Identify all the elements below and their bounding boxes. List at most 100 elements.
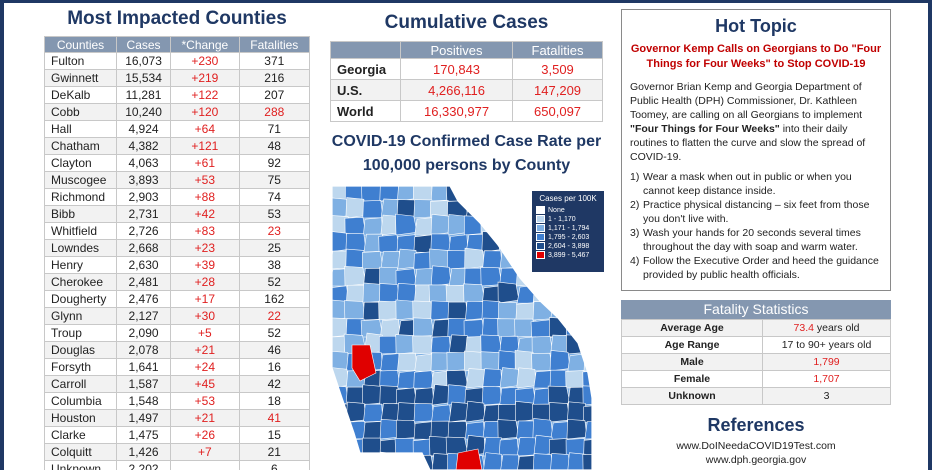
county-shape <box>431 453 452 470</box>
county-name: Cobb <box>44 103 117 121</box>
county-fatalities: 71 <box>238 120 311 138</box>
county-fatalities: 18 <box>238 392 311 410</box>
county-fatalities: 15 <box>238 426 311 444</box>
county-cases: 2,127 <box>115 307 172 325</box>
county-change: +24 <box>170 358 240 376</box>
hot-topic-headline: Governor Kemp Calls on Georgians to Do "… <box>630 43 882 70</box>
county-name: Carroll <box>44 375 117 393</box>
county-shape <box>396 419 418 440</box>
county-change: +21 <box>170 341 240 359</box>
county-shape <box>584 284 592 304</box>
county-shape <box>463 186 486 202</box>
county-shape <box>464 247 486 270</box>
county-shape <box>465 400 486 423</box>
county-shape <box>378 234 401 253</box>
list-number: 2) <box>630 199 640 211</box>
county-fatalities: 53 <box>238 205 311 223</box>
county-cases: 1,587 <box>115 375 172 393</box>
county-shape <box>396 234 418 253</box>
map-legend: Cases per 100K None 1 - 1,170 1,171 - 1,79… <box>532 191 604 272</box>
county-shape <box>601 285 605 303</box>
county-change <box>170 460 240 470</box>
county-cases: 2,481 <box>115 273 172 291</box>
col-header-change: *Change <box>170 36 240 53</box>
fatality-row: Average Age 73.4 years old <box>621 319 891 337</box>
county-name: Cherokee <box>44 273 117 291</box>
county-change: +120 <box>170 103 240 121</box>
row-label: World <box>330 100 401 122</box>
county-shape <box>499 454 520 470</box>
legend-entry: None <box>536 206 600 214</box>
county-shape <box>499 186 520 202</box>
county-shape <box>380 403 401 423</box>
row-label: U.S. <box>330 79 401 101</box>
legend-label: 2,604 - 3,898 <box>548 242 590 250</box>
county-name: Henry <box>44 256 117 274</box>
cumulative-row: Georgia 170,843 3,509 <box>330 58 603 80</box>
county-change: +61 <box>170 154 240 172</box>
county-change: +5 <box>170 324 240 342</box>
list-text: Wash your hands for 20 seconds several t… <box>643 227 861 253</box>
fatality-row: Unknown 3 <box>621 387 891 405</box>
county-row: Clarke 1,475 +26 15 <box>44 426 311 444</box>
county-shape <box>515 302 537 321</box>
county-row: Lowndes 2,668 +23 25 <box>44 239 311 257</box>
county-row: Henry 2,630 +39 38 <box>44 256 311 274</box>
reference-link[interactable]: www.dph.georgia.gov <box>705 454 807 466</box>
reference-link[interactable]: www.DoINeedaCOVID19Test.com <box>676 440 836 452</box>
county-name: Richmond <box>44 188 117 206</box>
county-fatalities: 288 <box>238 103 311 121</box>
county-change: +17 <box>170 290 240 308</box>
body-text-pre: Governor Brian Kemp and Georgia Departme… <box>630 81 863 121</box>
county-shape <box>380 353 401 372</box>
body-text-bold: "Four Things for Four Weeks" <box>630 123 780 135</box>
county-fatalities: 52 <box>238 324 311 342</box>
legend-swatch <box>536 251 545 259</box>
county-shape <box>550 302 571 321</box>
map-title-line1: COVID-19 Confirmed Case Rate per <box>331 133 602 150</box>
county-shape <box>480 186 503 202</box>
body-text-post: into their daily routines to flatten the… <box>630 123 866 163</box>
fatalities-value: 147,209 <box>512 79 603 101</box>
county-shape <box>413 403 435 423</box>
county-shape <box>413 370 435 389</box>
county-shape <box>363 454 384 470</box>
county-change: +30 <box>170 307 240 325</box>
list-item: 2) Practice physical distancing – six fee… <box>630 198 882 226</box>
county-change: +39 <box>170 256 240 274</box>
county-shape <box>412 335 435 355</box>
county-row: Hall 4,924 +64 71 <box>44 120 311 138</box>
county-shape <box>332 421 350 441</box>
county-name: Clayton <box>44 154 117 172</box>
list-item: 1) Wear a mask when out in public or when… <box>630 170 882 198</box>
legend-entry: 1 - 1,170 <box>536 215 600 223</box>
county-shape <box>532 285 554 304</box>
county-fatalities: 22 <box>238 307 311 325</box>
county-name: Chatham <box>44 137 117 155</box>
county-shape <box>332 438 350 457</box>
county-name: Troup <box>44 324 117 342</box>
county-shape <box>346 421 367 440</box>
age-range-label: Age Range <box>621 336 763 354</box>
legend-label: None <box>548 206 565 214</box>
county-shape <box>531 336 554 355</box>
list-text: Follow the Executive Order and heed the … <box>643 255 879 281</box>
county-row: Chatham 4,382 +121 48 <box>44 137 311 155</box>
county-cases: 2,726 <box>115 222 172 240</box>
county-cases: 1,641 <box>115 358 172 376</box>
legend-title: Cases per 100K <box>539 194 597 203</box>
county-name: Houston <box>44 409 117 427</box>
legend-swatch <box>536 233 545 241</box>
average-age-unit: years old <box>813 322 860 334</box>
county-cases: 2,202 <box>115 460 172 470</box>
county-shape <box>397 370 418 389</box>
county-name: Lowndes <box>44 239 117 257</box>
county-shape <box>447 420 469 440</box>
county-change: +21 <box>170 409 240 427</box>
county-name: DeKalb <box>44 86 117 104</box>
county-shape <box>497 419 520 440</box>
list-item: 4) Follow the Executive Order and heed th… <box>630 254 882 282</box>
county-shape <box>584 299 592 321</box>
county-shape <box>362 200 384 219</box>
county-change: +42 <box>170 205 240 223</box>
